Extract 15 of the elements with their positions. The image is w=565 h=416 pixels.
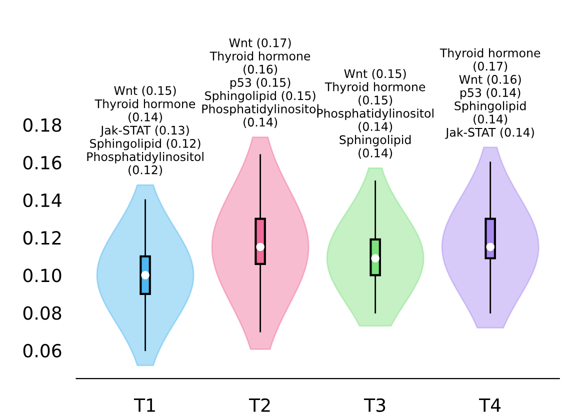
y-tick-label: 0.18 <box>23 118 62 132</box>
y-tick-label: 0.08 <box>23 306 62 320</box>
y-tick-label: 0.06 <box>23 344 62 358</box>
y-tick-label: 0.16 <box>23 156 62 170</box>
x-tick-label: T1 <box>134 398 155 412</box>
annotation: Wnt (0.15) Thyroid hormone (0.15) Phosphatidylinositol (0.14) Sphingolipid (0.14) <box>317 68 434 159</box>
annotation: Wnt (0.15) Thyroid hormone (0.14) Jak-STAT (0.13) Sphingolipid (0.12) Phosphatidylinositol (0.12) <box>87 86 204 176</box>
annotation: Thyroid hormone (0.17) Wnt (0.16) p53 (0.14) Sphingolipid (0.14) Jak-STAT (0.14) <box>440 48 540 139</box>
x-tick-label: T2 <box>248 398 270 412</box>
y-tick-label: 0.12 <box>23 231 61 245</box>
annotation: Wnt (0.17) Thyroid hormone (0.16) p53 (0.15) Sphingolipid (0.15) Phosphatidylinositol (0.14) <box>202 38 318 128</box>
x-tick-label: T4 <box>479 398 501 412</box>
y-tick-label: 0.10 <box>23 268 62 282</box>
x-tick-label: T3 <box>364 398 386 412</box>
y-tick-label: 0.14 <box>23 193 62 208</box>
